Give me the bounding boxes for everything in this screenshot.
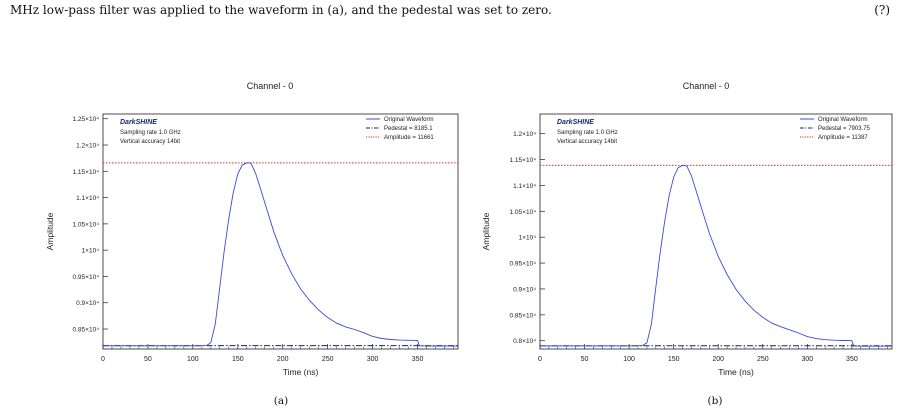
y-axis-label: Amplitude	[481, 212, 491, 250]
x-tick-label: 250	[757, 356, 769, 363]
legend-entry: Original Waveform	[818, 117, 867, 123]
legend-entry: Original Waveform	[384, 117, 433, 123]
caption-tail: (?)	[874, 3, 890, 17]
panel-label: (b)	[708, 395, 723, 407]
x-tick-label: 150	[668, 356, 680, 363]
annotation-line: Vertical accuracy 14bit	[557, 139, 617, 145]
annotation-line: Sampling rate 1.0 GHz	[120, 130, 181, 136]
y-tick-label: 1.15×10⁴	[73, 169, 100, 176]
legend-entry: Amplitude = 11661	[384, 135, 434, 141]
chart-panel-b: Channel - 0 0.8×10⁴ 0.85×10⁴ 0.9×10⁴ 0.95×10…	[481, 81, 893, 407]
y-tick-label: 1.1×10⁴	[76, 195, 99, 202]
x-tick-label: 150	[232, 356, 244, 363]
y-tick-label: 0.95×10⁴	[510, 261, 537, 268]
x-tick-label: 50	[581, 356, 589, 363]
y-tick-label: 1.15×10⁴	[510, 157, 537, 164]
brand-label: DarkSHINE	[557, 119, 594, 126]
panel-label: (a)	[274, 395, 288, 407]
y-tick-label: 0.8×10⁴	[513, 338, 536, 345]
y-tick-label: 1.05×10⁴	[510, 209, 537, 216]
y-tick-label: 0.85×10⁴	[510, 312, 537, 319]
y-axis-label: Amplitude	[45, 212, 55, 250]
x-tick-label: 300	[801, 356, 813, 363]
legend-entry: Pedestal = 7903.75	[818, 126, 871, 132]
y-tick-label: 1.25×10⁴	[73, 116, 100, 123]
caption-text: MHz low-pass filter was applied to the w…	[10, 3, 552, 17]
waveform-line	[103, 162, 458, 347]
y-tick-label: 1×10⁴	[519, 235, 537, 242]
y-tick-label: 1.2×10⁴	[513, 131, 536, 138]
x-tick-label: 100	[623, 356, 635, 363]
x-tick-label: 300	[367, 356, 379, 363]
annotation-line: Vertical accuracy 14bit	[120, 139, 180, 145]
y-tick-label: 0.85×10⁴	[73, 327, 100, 334]
x-tick-label: 100	[187, 356, 199, 363]
x-tick-label: 250	[322, 356, 334, 363]
brand-label: DarkSHINE	[120, 119, 157, 126]
x-tick-label: 200	[277, 356, 289, 363]
x-axis-label: Time (ns)	[283, 367, 319, 377]
x-tick-label: 0	[101, 356, 105, 363]
y-tick-label: 1×10⁴	[82, 248, 100, 255]
figure-caption: MHz low-pass filter was applied to the w…	[10, 0, 890, 20]
plot-frame	[102, 113, 459, 350]
x-tick-label: 0	[538, 356, 542, 363]
waveform-line	[540, 164, 892, 347]
plot-frame	[539, 113, 893, 350]
annotation-line: Sampling rate 1.0 GHz	[557, 130, 618, 136]
x-tick-label: 350	[412, 356, 424, 363]
legend-entry: Amplitude = 11387	[818, 135, 868, 141]
y-tick-label: 0.95×10⁴	[73, 274, 100, 281]
chart-title: Channel - 0	[683, 81, 730, 91]
legend-entry: Pedestal = 8185.1	[384, 126, 433, 132]
y-tick-label: 1.2×10⁴	[76, 143, 99, 150]
y-tick-label: 1.1×10⁴	[513, 183, 536, 190]
x-tick-label: 50	[144, 356, 152, 363]
y-tick-label: 1.05×10⁴	[73, 221, 100, 228]
y-tick-label: 0.9×10⁴	[76, 300, 99, 307]
chart-title: Channel - 0	[247, 81, 294, 91]
y-tick-label: 0.9×10⁴	[513, 286, 536, 293]
x-tick-label: 200	[712, 356, 724, 363]
x-axis-label: Time (ns)	[718, 367, 754, 377]
x-tick-label: 350	[846, 356, 858, 363]
chart-panel-a: Channel - 0 0.85×10⁴ 0.9×10⁴ 0.95×10⁴ 1×10⁴ 1…	[45, 81, 459, 407]
